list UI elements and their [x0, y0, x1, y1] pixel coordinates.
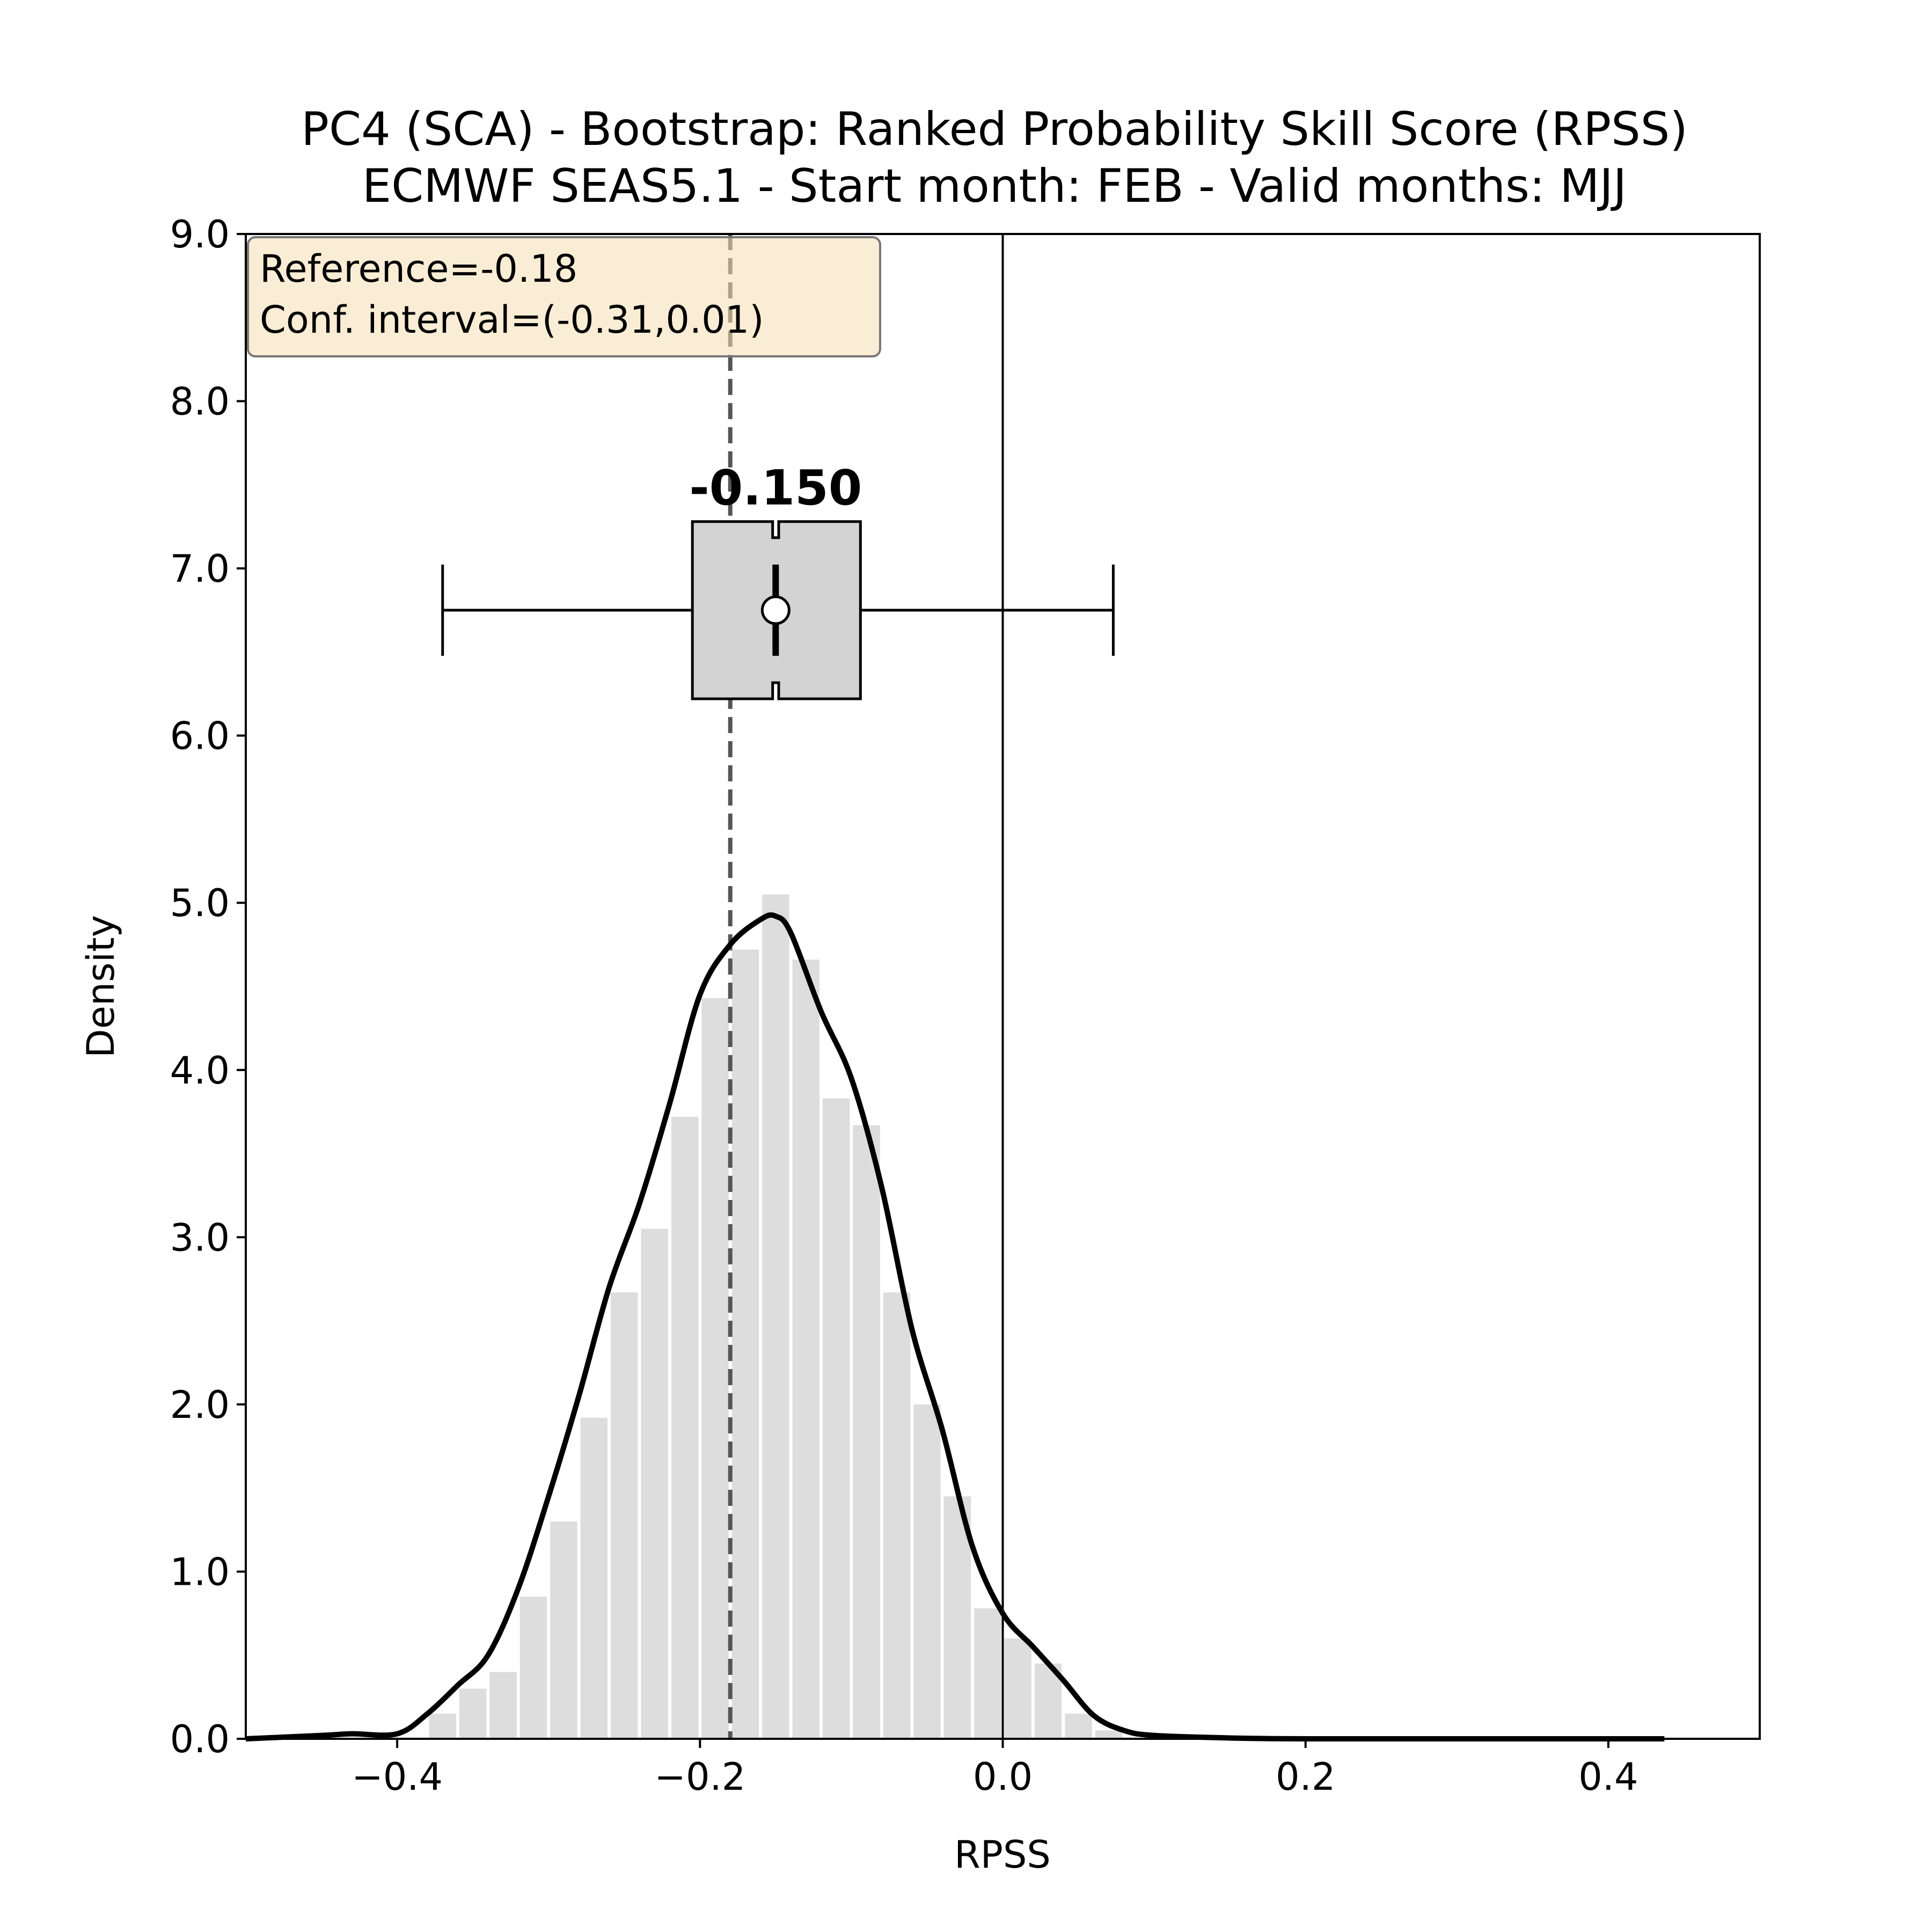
y-axis-label: Density	[79, 915, 123, 1058]
histogram-bar	[1004, 1638, 1031, 1739]
y-tick-label: 0.0	[170, 1717, 230, 1761]
title-line-2: ECMWF SEAS5.1 - Start month: FEB - Valid…	[362, 159, 1627, 213]
histogram-bar	[519, 1597, 547, 1739]
histogram-bar	[853, 1125, 880, 1739]
histogram-bar	[459, 1688, 487, 1739]
mean-marker	[760, 595, 791, 625]
histogram-bar	[822, 1098, 850, 1739]
y-tick-label: 7.0	[170, 547, 230, 591]
annotation-reference: Reference=-0.18	[260, 247, 577, 291]
histogram-bar	[429, 1714, 456, 1739]
x-axis-label: RPSS	[954, 1833, 1051, 1877]
histogram	[429, 894, 1123, 1739]
histogram-bar	[762, 894, 789, 1739]
y-tick-label: 8.0	[170, 380, 230, 424]
reference-lines	[728, 234, 1004, 1739]
kde-curve	[245, 912, 1665, 1742]
histogram-bar	[1095, 1730, 1123, 1739]
histogram-bar	[580, 1417, 608, 1739]
info-annotation-box: Reference=-0.18 Conf. interval=(-0.31,0.…	[247, 236, 881, 357]
histogram-bar	[1065, 1714, 1092, 1739]
kde-path	[245, 912, 1665, 1742]
x-tick-label: 0.0	[973, 1755, 1033, 1799]
title-line-1: PC4 (SCA) - Bootstrap: Ranked Probabilit…	[301, 103, 1688, 156]
histogram-bar	[550, 1521, 577, 1739]
histogram-bar	[913, 1404, 941, 1739]
y-tick-label: 1.0	[170, 1550, 230, 1594]
boxplot-value-label: -0.150	[689, 460, 862, 516]
annotation-background	[247, 236, 881, 357]
histogram-bar	[792, 960, 819, 1739]
x-tick-label: 0.2	[1276, 1755, 1335, 1799]
y-tick-label: 9.0	[170, 213, 230, 257]
y-tick-label: 5.0	[170, 881, 230, 925]
x-tick-label: −0.4	[352, 1755, 443, 1799]
y-tick-label: 4.0	[170, 1049, 230, 1093]
x-axis-ticks: −0.4 −0.2 0.0 0.2 0.4	[352, 1739, 1638, 1799]
histogram-bar	[731, 949, 759, 1739]
y-tick-label: 3.0	[170, 1216, 230, 1260]
y-tick-label: 2.0	[170, 1383, 230, 1427]
histogram-bar	[641, 1228, 668, 1739]
histogram-bar	[974, 1608, 1001, 1739]
histogram-bar	[883, 1292, 911, 1739]
annotation-conf-interval: Conf. interval=(-0.31,0.01)	[260, 298, 764, 342]
boxplot: -0.150	[441, 460, 1115, 700]
x-tick-label: −0.2	[654, 1755, 745, 1799]
y-tick-label: 6.0	[170, 714, 230, 758]
x-tick-label: 0.4	[1578, 1755, 1638, 1799]
histogram-bar	[943, 1496, 971, 1739]
histogram-bar	[611, 1292, 638, 1739]
histogram-bar	[701, 998, 729, 1739]
histogram-bar	[489, 1672, 517, 1739]
y-axis-ticks: 0.0 1.0 2.0 3.0 4.0 5.0 6.0 7.0 8.0 9.0	[170, 213, 246, 1761]
histogram-bar	[671, 1117, 699, 1739]
